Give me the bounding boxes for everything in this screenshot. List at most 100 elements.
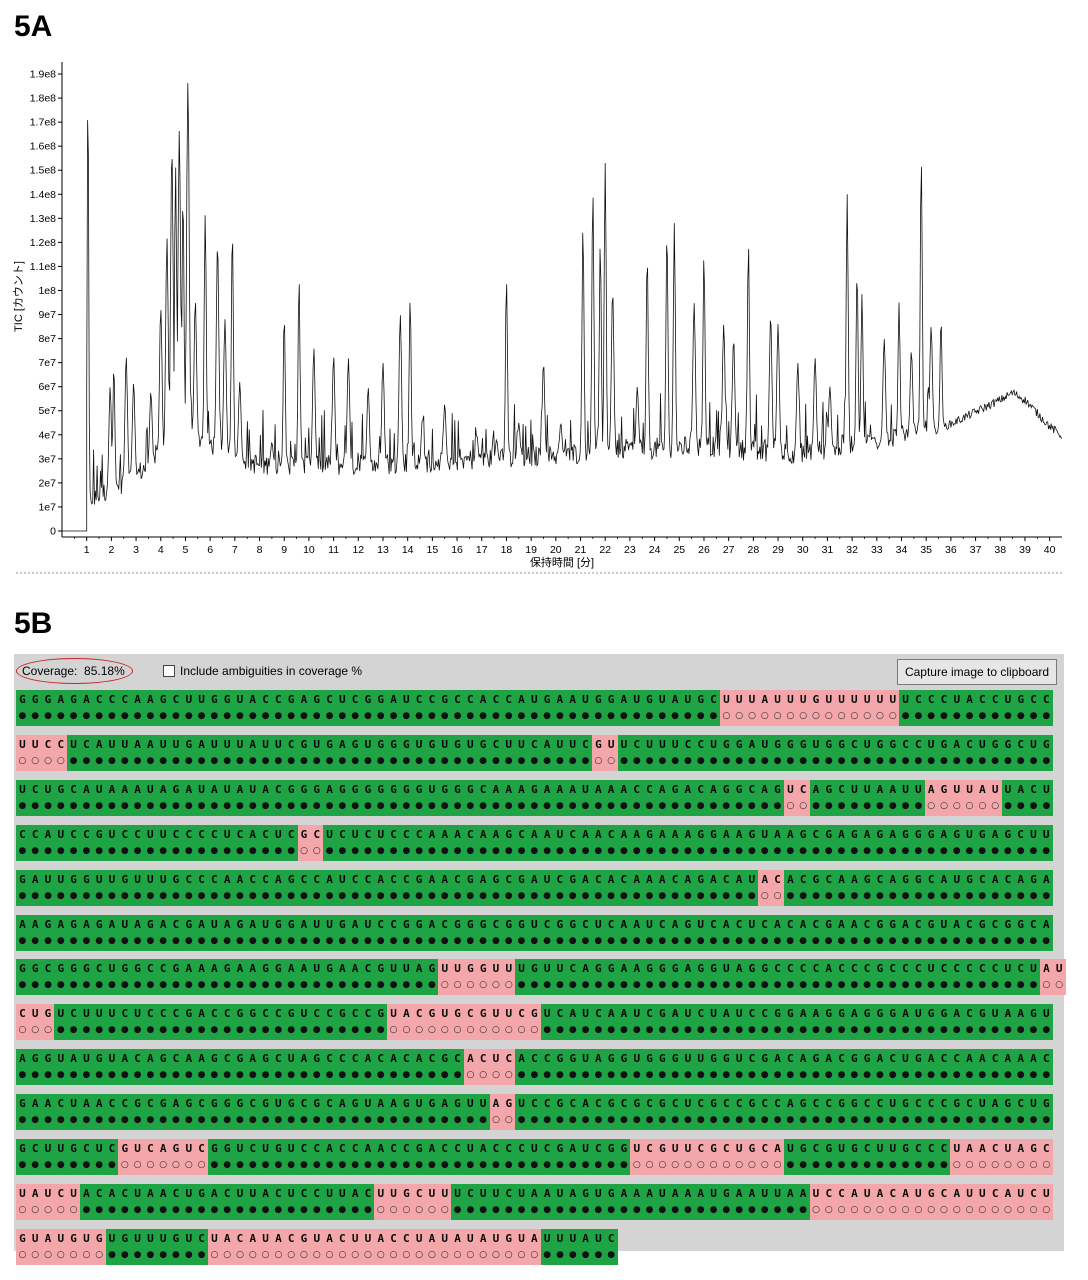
covered-dot: ● bbox=[82, 1160, 91, 1170]
covered-dot: ● bbox=[287, 845, 296, 856]
nucleotide: G bbox=[607, 962, 615, 976]
uncovered-circle: ○ bbox=[1004, 1160, 1012, 1170]
nucleotide: A bbox=[889, 872, 897, 886]
nucleotide: G bbox=[927, 1007, 935, 1021]
uncovered-segment: U A U C U ○ ○ ○ ○ ○ bbox=[16, 1183, 80, 1220]
covered-dot: ● bbox=[172, 800, 180, 811]
covered-dot: ● bbox=[568, 935, 577, 946]
covered-dot: ● bbox=[824, 800, 833, 811]
sequence-row: U U C C ○ ○ ○ ○ U C A U U A A U U G A U U U A U U C G U G A G U G G G U G U G U… bbox=[16, 734, 1062, 773]
nucleotide: A bbox=[851, 872, 858, 886]
nucleotide: U bbox=[582, 1142, 589, 1155]
covered-dot: ● bbox=[69, 1025, 78, 1036]
covered-dot: ● bbox=[95, 1204, 104, 1215]
nucleotide: A bbox=[543, 782, 551, 796]
covered-dot: ● bbox=[658, 800, 667, 811]
uncovered-circle: ○ bbox=[876, 1204, 884, 1215]
nucleotide: U bbox=[594, 917, 602, 931]
covered-dot: ● bbox=[632, 755, 641, 766]
nucleotide: G bbox=[211, 1097, 218, 1111]
nucleotide: C bbox=[415, 827, 423, 841]
covered-dot: ● bbox=[415, 1070, 424, 1081]
covered-dot: ● bbox=[159, 1070, 168, 1081]
covered-segment: G G U C U G U C C A C C A A C C G A C C U A C C C U C G A U C G G ● ● ● ● ● ● ●… bbox=[208, 1139, 631, 1175]
nucleotide: G bbox=[95, 827, 103, 841]
nucleotide: C bbox=[748, 1052, 756, 1066]
covered-dot: ● bbox=[172, 1204, 180, 1215]
nucleotide: C bbox=[505, 872, 512, 886]
covered-dot: ● bbox=[568, 890, 577, 901]
nucleotide: G bbox=[249, 1007, 257, 1021]
nucleotide: C bbox=[467, 827, 474, 841]
nucleotide: A bbox=[1004, 1052, 1012, 1066]
nucleotide: A bbox=[620, 917, 628, 931]
covered-dot: ● bbox=[619, 890, 628, 901]
nucleotide: G bbox=[121, 1142, 129, 1155]
nucleotide: G bbox=[556, 917, 564, 931]
nucleotide: U bbox=[441, 737, 448, 751]
nucleotide: A bbox=[684, 782, 692, 796]
uncovered-circle: ○ bbox=[888, 1204, 897, 1215]
include-ambiguities-checkbox[interactable] bbox=[163, 665, 175, 677]
covered-dot: ● bbox=[619, 711, 628, 721]
figure-label-5b: 5B bbox=[14, 607, 53, 640]
covered-dot: ● bbox=[248, 980, 257, 991]
nucleotide: A bbox=[236, 782, 244, 796]
covered-dot: ● bbox=[453, 845, 462, 856]
nucleotide: A bbox=[799, 1186, 807, 1200]
nucleotide: A bbox=[108, 1186, 116, 1200]
nucleotide: G bbox=[402, 737, 410, 751]
nucleotide: U bbox=[671, 737, 679, 751]
uncovered-circle: ○ bbox=[1055, 980, 1064, 991]
covered-dot: ● bbox=[620, 1204, 628, 1215]
nucleotide: U bbox=[1042, 827, 1050, 841]
covered-dot: ● bbox=[69, 935, 78, 946]
covered-dot: ● bbox=[120, 890, 129, 901]
covered-dot: ● bbox=[671, 1204, 680, 1215]
covered-dot: ● bbox=[824, 755, 833, 766]
x-tick-label: 17 bbox=[476, 544, 488, 556]
nucleotide: C bbox=[620, 1097, 628, 1111]
covered-dot: ● bbox=[389, 711, 398, 721]
covered-dot: ● bbox=[875, 1070, 884, 1081]
covered-dot: ● bbox=[875, 980, 884, 991]
covered-dot: ● bbox=[824, 890, 833, 901]
uncovered-circle: ○ bbox=[300, 845, 308, 856]
covered-dot: ● bbox=[223, 1025, 232, 1036]
nucleotide: C bbox=[364, 872, 372, 886]
capture-image-button[interactable]: Capture image to clipboard bbox=[897, 659, 1057, 685]
nucleotide: C bbox=[262, 872, 269, 886]
covered-dot: ● bbox=[556, 1249, 564, 1260]
nucleotide: G bbox=[953, 1097, 960, 1111]
coverage-markers: ○ ○ ○ ○ bbox=[464, 1068, 515, 1082]
covered-dot: ● bbox=[530, 1070, 539, 1081]
nucleotide: G bbox=[595, 962, 602, 976]
covered-dot: ● bbox=[555, 935, 564, 946]
nucleotide: C bbox=[402, 872, 410, 886]
nucleotide: U bbox=[134, 1186, 141, 1200]
nucleotide: U bbox=[889, 1142, 897, 1155]
nucleotide: U bbox=[658, 693, 666, 706]
uncovered-circle: ○ bbox=[991, 1204, 1000, 1215]
nucleotide: G bbox=[659, 1007, 666, 1021]
nucleotide: G bbox=[415, 917, 423, 931]
nucleotide: U bbox=[518, 962, 525, 976]
covered-dot: ● bbox=[1042, 1025, 1051, 1036]
coverage-markers: ● ● ● ● ● ● ● ● ● ● ● ● ● ● ● ● ● ● ● ● ● ● ● ● ● ● ● ● ● ● ● ● ● ● ● ● ● ● ● ● bbox=[541, 1023, 1053, 1037]
nucleotide: G bbox=[44, 1052, 52, 1066]
covered-dot: ● bbox=[133, 1249, 142, 1260]
nucleotide: G bbox=[172, 872, 180, 886]
uncovered-circle: ○ bbox=[517, 1025, 526, 1036]
covered-dot: ● bbox=[95, 1160, 104, 1170]
nucleotide: C bbox=[838, 1186, 845, 1200]
covered-dot: ● bbox=[786, 935, 795, 946]
covered-dot: ● bbox=[888, 1070, 897, 1081]
nucleotide: C bbox=[441, 1142, 449, 1155]
covered-dot: ● bbox=[696, 980, 705, 991]
covered-dot: ● bbox=[312, 800, 321, 811]
covered-dot: ● bbox=[389, 1160, 398, 1170]
covered-dot: ● bbox=[389, 980, 398, 991]
nucleotide: U bbox=[902, 1052, 909, 1066]
covered-dot: ● bbox=[837, 1025, 846, 1036]
covered-dot: ● bbox=[645, 845, 654, 856]
